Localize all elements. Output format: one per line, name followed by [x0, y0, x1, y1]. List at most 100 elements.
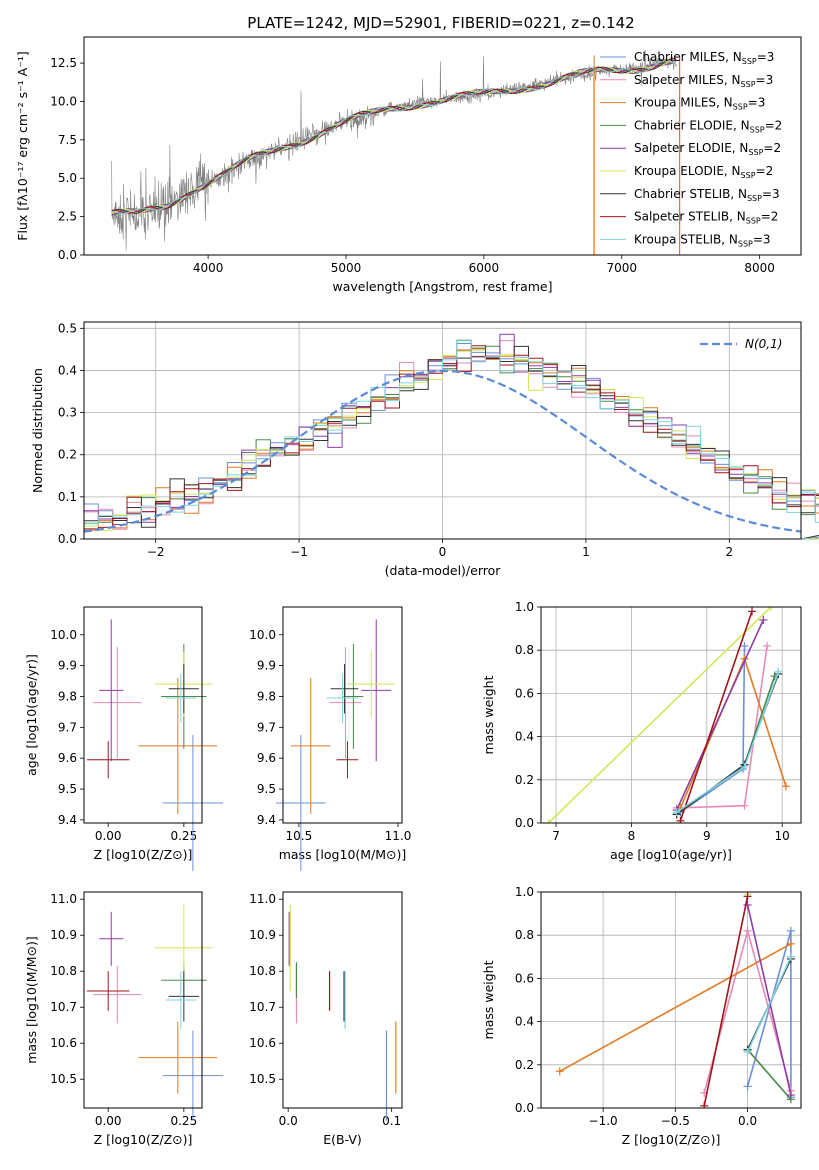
errorbar-kroupa_stelib [165, 673, 196, 723]
tick-label-y: 1.0 [515, 885, 534, 899]
weight-marker-salpeter_miles [763, 641, 772, 650]
tick-label-y: 0.2 [58, 448, 77, 462]
tick-label-y: 9.7 [257, 720, 276, 734]
tick-label-y: 9.9 [257, 659, 276, 673]
errorbar-chabrier_stelib [168, 971, 199, 1022]
weight-marker-salpeter_stelib [676, 816, 685, 823]
tick-label-y: 0.6 [515, 686, 534, 700]
errorbar-salpeter_stelib [336, 741, 359, 779]
tick-label-x: 0.0 [738, 1114, 757, 1128]
weight-marker-kroupa_elodie [766, 607, 775, 611]
tick-label-y: 0.6 [515, 971, 534, 985]
tick-label-y: 10.0 [50, 94, 77, 108]
tick-label-y: 10.5 [249, 1072, 276, 1086]
weight-marker-kroupa_stelib [774, 667, 783, 676]
tick-label-y: 10.9 [249, 928, 276, 942]
panel-age_vs_Z: 0.00 0.25 9.4 9.5 9.6 9.7 9.8 9.9 10.0 Z [log10(Z… [24, 606, 224, 871]
tick-label-x: 0.0 [279, 1114, 298, 1128]
series-model-salpeter_stelib [111, 59, 676, 214]
legend-label: N(0,1) [745, 337, 782, 351]
tick-label-x: 5000 [331, 261, 362, 275]
figure-title: PLATE=1242, MJD=52901, FIBERID=0221, z=0… [247, 14, 634, 32]
legend-label: Chabrier STELIB, NSSP=3 [634, 187, 780, 203]
plot-area-mass_vs_Z [87, 904, 224, 1121]
x-axis-label: mass [log10(M/M⊙)] [279, 847, 407, 862]
x-axis-label: Z [log10(Z/Z⊙)] [622, 1132, 721, 1147]
weight-marker-kroupa_miles [786, 939, 795, 948]
tick-label-x: 8000 [744, 261, 775, 275]
panel-weight_vs_age: 7 8 9 10 0.0 0.2 0.4 0.6 0.8 1.0 age [log10(age/yr… [481, 600, 802, 862]
tick-label-y: 9.8 [257, 689, 276, 703]
errorbar-salpeter_stelib [87, 741, 130, 779]
y-axis-label: mass weight [481, 960, 496, 1039]
tick-label-y: 0.2 [515, 1058, 534, 1072]
y-axis-label: mass [log10(M/M⊙)] [24, 936, 39, 1064]
tick-label-y: 7.5 [58, 133, 77, 147]
tick-label-y: 10.6 [50, 1036, 77, 1050]
tick-label-y: 12.5 [50, 56, 77, 70]
tick-label-x: 6000 [469, 261, 500, 275]
tick-label-x: 0.00 [95, 1114, 122, 1128]
errorbar-kroupa_miles [138, 1021, 218, 1094]
plot-area-age_vs_mass [276, 619, 396, 871]
tick-label-x: −1.0 [589, 1114, 618, 1128]
errorbar-salpeter_miles [93, 965, 142, 1024]
x-axis-label: E(B-V) [323, 1132, 362, 1147]
tick-label-x: 0.25 [170, 829, 197, 843]
tick-label-y: 1.0 [515, 600, 534, 614]
tick-label-x: 0.1 [382, 1114, 401, 1128]
weight-line-salpeter_stelib [703, 896, 749, 1106]
errorbar-salpeter_elodie [361, 619, 392, 762]
tick-label-x: 0 [439, 545, 447, 559]
weight-marker-salpeter_miles [743, 926, 752, 935]
errorbar-chabrier_elodie [343, 644, 364, 749]
tick-label-x: 2 [725, 545, 733, 559]
errorbar-salpeter_elodie [99, 911, 124, 966]
hist-kroupa_elodie [83, 349, 819, 540]
tick-label-y: 9.8 [58, 689, 77, 703]
tick-label-y: 10.8 [50, 964, 77, 978]
weight-marker-kroupa_elodie [544, 819, 553, 823]
weight-marker-salpeter_miles [740, 801, 749, 810]
plot-area-mass_vs_ebv [288, 904, 397, 1121]
panel-mass_vs_ebv: 0.0 0.1 10.5 10.6 10.7 10.8 10.9 11.0 E(B-V) [249, 891, 403, 1147]
tick-label-x: 1 [582, 545, 590, 559]
tick-label-x: 4000 [193, 261, 224, 275]
tick-label-x: 8 [628, 829, 636, 843]
tick-label-x: 9 [703, 829, 711, 843]
tick-label-y: 0.0 [515, 816, 534, 830]
panel-spectrum: 4000 5000 6000 7000 8000 0.0 2.5 5.0 7.5 10.0 12.5… [15, 36, 802, 294]
tick-label-y: 9.6 [58, 751, 77, 765]
weight-marker-salpeter_elodie [786, 1091, 795, 1100]
errorbar-chabrier_miles [162, 1030, 224, 1121]
tick-label-y: 10.8 [249, 964, 276, 978]
weight-marker-salpeter_elodie [759, 615, 768, 624]
tick-label-x: 11.0 [385, 829, 412, 843]
axes-frame [83, 606, 203, 824]
x-axis-label: wavelength [Angstrom, rest frame] [332, 279, 552, 294]
weight-line-kroupa_stelib [676, 671, 780, 813]
axes-frame [83, 321, 802, 540]
series-model-salpeter_elodie [111, 59, 676, 216]
panel-residuals: −2 −1 0 1 2 0.0 0.1 0.2 0.3 0.4 0.5 (data-model)/er… [30, 321, 819, 578]
tick-label-y: 9.4 [58, 813, 77, 827]
series-model-chabrier_stelib [111, 58, 676, 214]
tick-label-y: 0.4 [515, 730, 534, 744]
legend-label: Kroupa MILES, NSSP=3 [634, 96, 765, 112]
tick-label-y: 9.4 [257, 813, 276, 827]
y-axis-label: mass weight [481, 675, 496, 754]
plot-area-weight_vs_Z [555, 892, 795, 1108]
tick-label-y: 9.9 [58, 659, 77, 673]
errorbar-salpeter_elodie [99, 619, 124, 762]
weight-marker-salpeter_stelib [700, 1101, 709, 1108]
weight-line-salpeter_elodie [746, 904, 792, 1096]
tick-label-x: 0.00 [95, 829, 122, 843]
panel-weight_vs_Z: −1.0 −0.5 0.0 0.0 0.2 0.4 0.6 0.8 1.0 Z [log10(Z/… [481, 885, 802, 1147]
x-axis-label: (data-model)/error [385, 563, 502, 578]
y-axis-label: Normed distribution [30, 368, 45, 493]
plot-area-weight_vs_age [544, 607, 790, 823]
weight-line-kroupa_stelib [746, 956, 792, 1053]
tick-label-y: 0.8 [515, 928, 534, 942]
tick-label-y: 9.5 [257, 782, 276, 796]
